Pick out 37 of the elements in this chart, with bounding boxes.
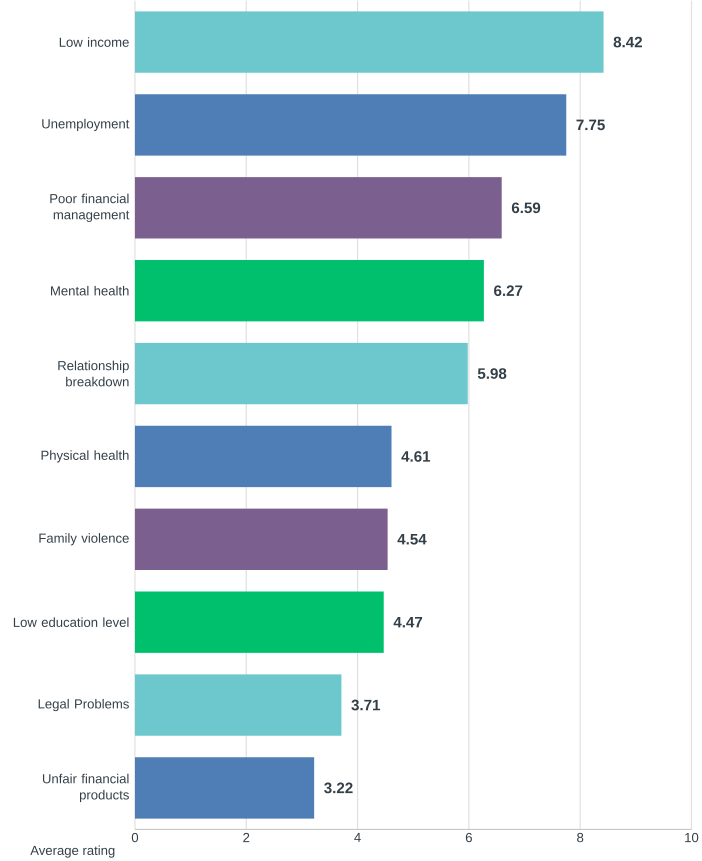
data-label: 8.42: [614, 36, 642, 48]
y-tick-label: Low education level: [14, 617, 128, 627]
x-tick-label: 0: [132, 832, 138, 842]
bar: [134, 592, 384, 653]
bar: [134, 426, 392, 488]
x-tick-label: 8: [577, 832, 584, 842]
data-label: 6.27: [494, 285, 522, 296]
bar: [134, 508, 388, 570]
bar: [134, 11, 604, 73]
y-tick-label: Relationship breakdown: [58, 360, 129, 386]
data-label: 4.54: [397, 534, 427, 545]
y-tick-label: Physical health: [42, 450, 128, 463]
data-label: 4.61: [401, 451, 430, 462]
x-tick-label: 4: [354, 832, 361, 842]
bar: [134, 177, 502, 238]
bar: [134, 342, 468, 404]
y-tick-label: Family violence: [39, 533, 129, 546]
x-tick-label: 10: [685, 832, 698, 842]
y-tick-label: Mental health: [50, 286, 128, 296]
data-label: 4.47: [393, 616, 422, 628]
bar: [134, 674, 342, 736]
x-axis-title: Average rating: [30, 845, 114, 858]
bar: [134, 260, 484, 322]
x-tick-label: 2: [243, 832, 250, 842]
y-tick-label: Unfair financial products: [42, 774, 129, 802]
bar: [134, 757, 314, 819]
data-label: 6.59: [512, 202, 540, 214]
data-label: 3.22: [324, 782, 353, 794]
bar: [134, 94, 566, 156]
y-tick-label: Low income: [60, 37, 129, 47]
data-label: 7.75: [576, 120, 605, 130]
data-label: 5.98: [478, 368, 506, 379]
y-tick-label: Legal Problems: [38, 698, 129, 712]
x-tick-label: 6: [466, 832, 472, 842]
data-label: 3.71: [351, 700, 380, 710]
y-tick-label: Unemployment: [42, 118, 130, 132]
y-tick-label: Poor financial management: [50, 194, 130, 222]
